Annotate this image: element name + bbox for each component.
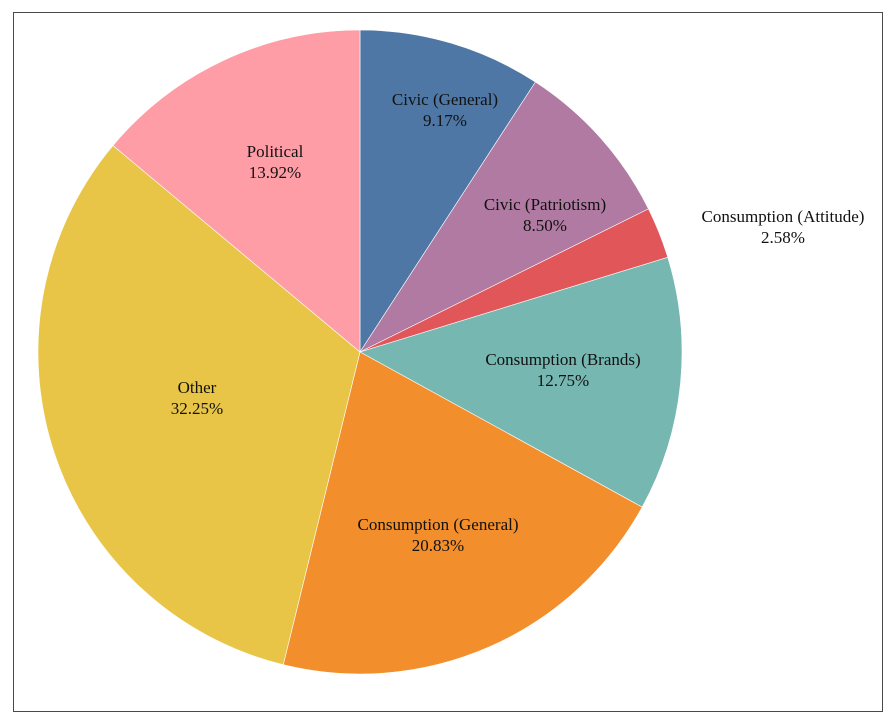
slice-label: Consumption (Attitude) 2.58% bbox=[702, 207, 865, 247]
pie-slice-civic-general bbox=[359, 29, 536, 354]
slice-label: Consumption (General) 20.83% bbox=[358, 515, 519, 555]
slice-label-value: 20.83% bbox=[412, 536, 464, 555]
pie-labels: Civic (General) 9.17% Civic (Patriotism) 8.… bbox=[171, 90, 865, 555]
pie-slice-civic-patriotism bbox=[359, 81, 649, 353]
slice-label-name: Consumption (Brands) bbox=[485, 350, 640, 369]
slice-label-name: Consumption (General) bbox=[358, 515, 519, 534]
slice-label-value: 32.25% bbox=[171, 399, 223, 418]
slice-label: Political 13.92% bbox=[247, 142, 304, 182]
pie-slices bbox=[37, 29, 683, 675]
slice-label-name: Civic (General) bbox=[392, 90, 498, 109]
slice-label: Civic (General) 9.17% bbox=[392, 90, 498, 130]
slice-label: Consumption (Brands) 12.75% bbox=[485, 350, 640, 390]
slice-label-value: 2.58% bbox=[761, 228, 805, 247]
slice-label-value: 12.75% bbox=[537, 371, 589, 390]
pie-chart: Civic (General) 9.17% Civic (Patriotism) 8.… bbox=[37, 29, 865, 675]
slice-label: Civic (Patriotism) 8.50% bbox=[484, 195, 606, 235]
pie-slice-consumption-general bbox=[282, 351, 643, 675]
pie-slice-other bbox=[37, 145, 361, 666]
slice-label-name: Consumption (Attitude) bbox=[702, 207, 865, 226]
slice-label: Other 32.25% bbox=[171, 378, 223, 418]
slice-label-value: 9.17% bbox=[423, 111, 467, 130]
slice-label-value: 8.50% bbox=[523, 216, 567, 235]
slice-label-name: Other bbox=[178, 378, 217, 397]
pie-slice-political bbox=[112, 29, 361, 353]
slice-label-value: 13.92% bbox=[249, 163, 301, 182]
slice-label-name: Civic (Patriotism) bbox=[484, 195, 606, 214]
slice-label-name: Political bbox=[247, 142, 304, 161]
pie-slice-consumption-brands bbox=[359, 256, 683, 508]
